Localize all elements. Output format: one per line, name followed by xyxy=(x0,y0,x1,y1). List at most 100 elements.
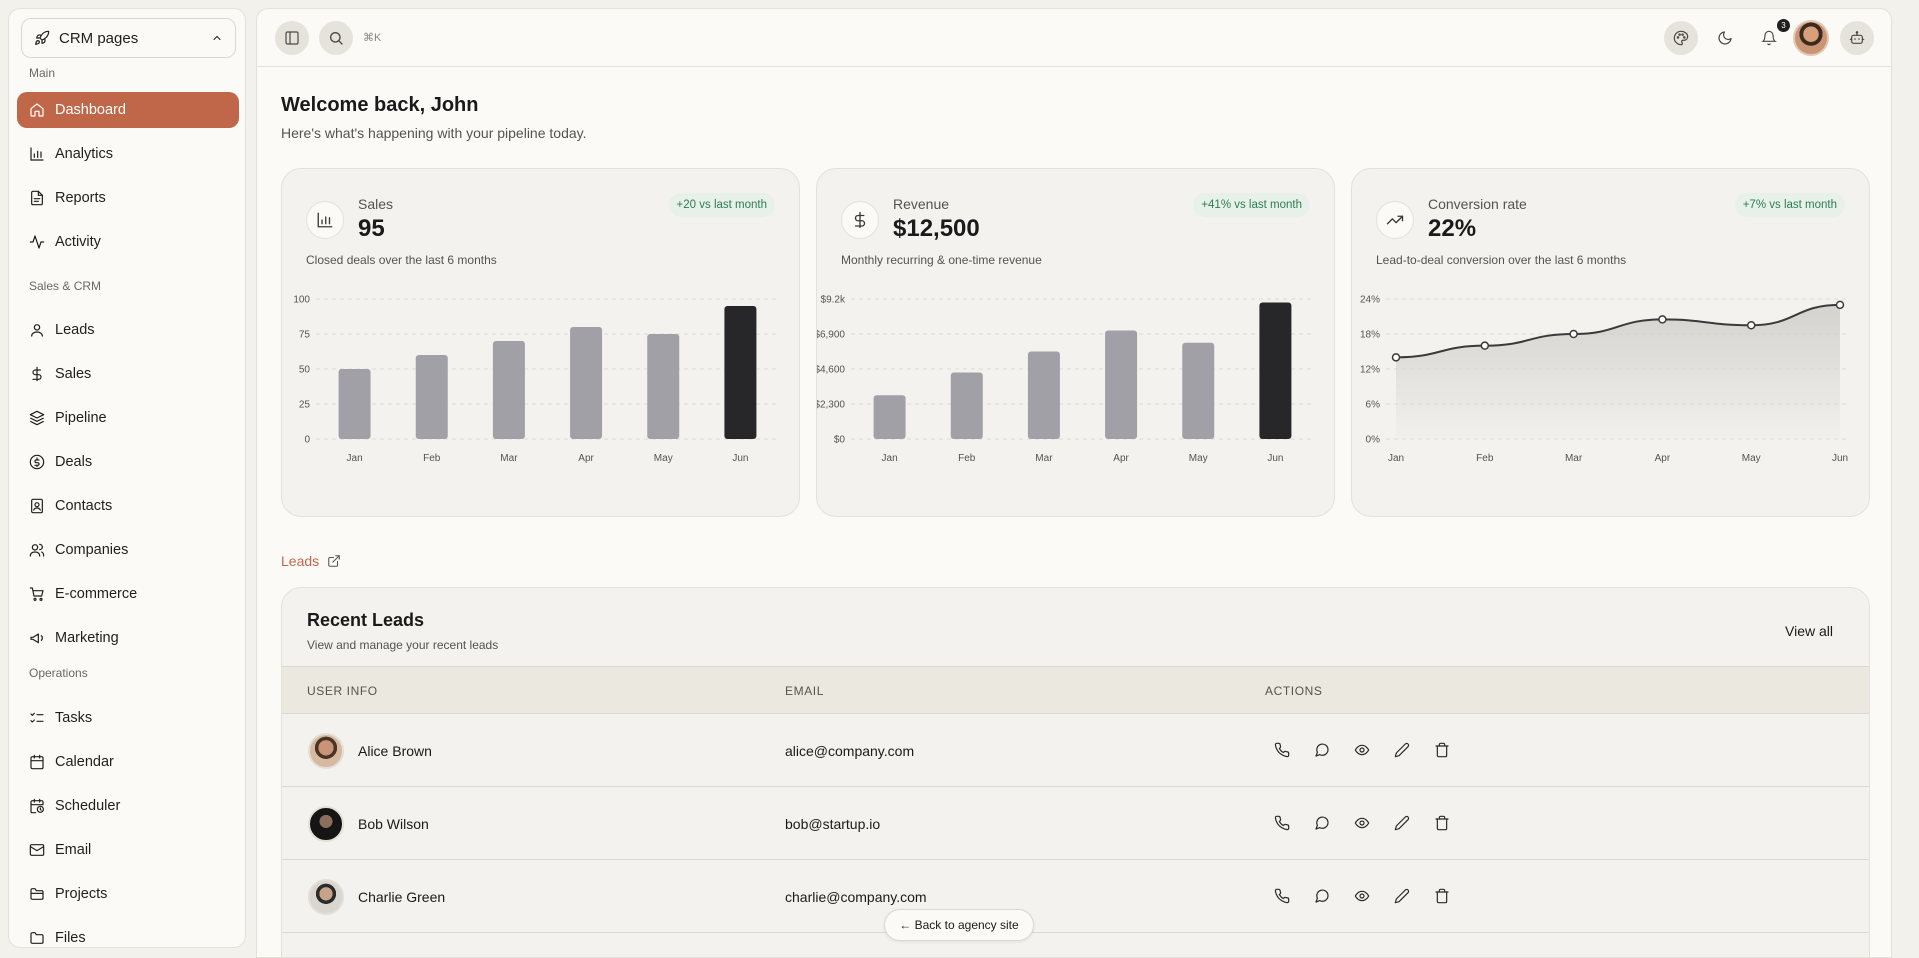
sidebar-item-projects[interactable]: Projects xyxy=(17,876,239,912)
sidebar-item-deals[interactable]: Deals xyxy=(17,444,239,480)
bar-chart-icon xyxy=(30,147,44,161)
bar xyxy=(1182,342,1215,439)
avatar xyxy=(308,733,344,769)
column-header-user-info: USER INFO xyxy=(307,684,378,698)
sidebar-item-label: Scheduler xyxy=(55,798,121,814)
back-to-agency-button[interactable]: ← Back to agency site xyxy=(884,909,1034,941)
call-button[interactable] xyxy=(1272,813,1292,833)
trend-badge: +7% vs last month xyxy=(1734,193,1845,217)
sidebar-item-tasks[interactable]: Tasks xyxy=(17,700,239,736)
lead-email: charlie@company.com xyxy=(785,889,927,905)
table-row[interactable]: Bob Wilson bob@startup.io xyxy=(282,787,1869,860)
card-value: 22% xyxy=(1428,215,1477,242)
sidebar-item-label: Dashboard xyxy=(55,102,126,118)
x-tick-label: Jun xyxy=(732,453,748,464)
leads-link[interactable]: Leads xyxy=(281,553,341,569)
search-button[interactable] xyxy=(319,21,353,55)
lead-email: alice@company.com xyxy=(785,743,915,759)
rocket-icon xyxy=(35,30,50,45)
revenue-bar-chart: $0 $2,300 $4,600 $6,900 $9.2k Jan Feb Mar Apr May… xyxy=(817,295,1314,464)
view-all-link[interactable]: View all xyxy=(1785,623,1833,639)
palette-icon xyxy=(1673,30,1689,46)
y-tick-label: $6,900 xyxy=(817,330,845,341)
mail-icon xyxy=(29,844,45,856)
bar xyxy=(873,395,906,439)
view-button[interactable] xyxy=(1352,813,1372,833)
workspace-switcher[interactable]: CRM pages xyxy=(21,18,236,58)
sidebar-item-companies[interactable]: Companies xyxy=(17,532,239,568)
sidebar-item-label: Sales xyxy=(55,366,92,382)
sidebar-item-label: Marketing xyxy=(55,630,119,646)
delete-button[interactable] xyxy=(1432,740,1452,760)
lead-name: Bob Wilson xyxy=(358,816,429,832)
view-button[interactable] xyxy=(1352,740,1372,760)
sidebar-item-marketing[interactable]: Marketing xyxy=(17,620,239,656)
toggle-sidebar-button[interactable] xyxy=(275,21,309,55)
trash-icon xyxy=(1435,888,1449,904)
message-button[interactable] xyxy=(1312,886,1332,906)
sidebar-item-label: Leads xyxy=(55,322,95,338)
view-button[interactable] xyxy=(1352,886,1372,906)
trash-icon xyxy=(1435,742,1449,758)
pencil-icon xyxy=(1394,815,1410,831)
theme-palette-button[interactable] xyxy=(1664,21,1698,55)
sidebar-item-files[interactable]: Files xyxy=(17,920,239,947)
layers-icon xyxy=(29,410,45,426)
table-header: USER INFO EMAIL ACTIONS xyxy=(282,666,1869,714)
bar xyxy=(492,341,525,439)
call-button[interactable] xyxy=(1272,740,1292,760)
edit-button[interactable] xyxy=(1392,886,1412,906)
sidebar-item-label: Projects xyxy=(55,886,108,902)
call-button[interactable] xyxy=(1272,886,1292,906)
x-tick-label: Mar xyxy=(500,453,518,464)
page-title: Welcome back, John xyxy=(281,94,479,116)
activity-icon xyxy=(29,235,45,249)
table-row[interactable]: Alice Brown alice@company.com xyxy=(282,714,1869,787)
sidebar-item-reports[interactable]: Reports xyxy=(17,180,239,216)
delete-button[interactable] xyxy=(1432,886,1452,906)
delete-button[interactable] xyxy=(1432,813,1452,833)
dark-mode-toggle[interactable] xyxy=(1708,21,1742,55)
sidebar-item-scheduler[interactable]: Scheduler xyxy=(17,788,239,824)
sidebar-item-activity[interactable]: Activity xyxy=(17,224,239,260)
edit-button[interactable] xyxy=(1392,740,1412,760)
sidebar: CRM pages Main Sales & CRM Operations Da… xyxy=(8,8,246,948)
users-icon xyxy=(29,543,45,557)
sidebar-item-analytics[interactable]: Analytics xyxy=(17,136,239,172)
sidebar-item-sales[interactable]: Sales xyxy=(17,356,239,392)
sidebar-item-ecommerce[interactable]: E-commerce xyxy=(17,576,239,612)
y-tick-label: $0 xyxy=(834,435,846,446)
data-point xyxy=(1480,341,1490,350)
edit-button[interactable] xyxy=(1392,813,1412,833)
card-description: Lead-to-deal conversion over the last 6 … xyxy=(1376,253,1627,267)
y-tick-label: 0% xyxy=(1366,435,1381,446)
sidebar-item-leads[interactable]: Leads xyxy=(17,312,239,348)
x-tick-label: Mar xyxy=(1035,453,1053,464)
recent-leads-panel: Recent Leads View and manage your recent… xyxy=(281,587,1870,957)
bot-icon xyxy=(1849,31,1865,44)
sidebar-item-calendar[interactable]: Calendar xyxy=(17,744,239,780)
y-tick-label: 100 xyxy=(293,295,310,306)
x-tick-label: Apr xyxy=(578,453,594,464)
sidebar-item-dashboard[interactable]: Dashboard xyxy=(17,92,239,128)
card-icon-wrap xyxy=(841,201,879,239)
sidebar-item-email[interactable]: Email xyxy=(17,832,239,868)
calendar-icon xyxy=(30,754,44,770)
sidebar-item-label: E-commerce xyxy=(55,586,138,602)
pencil-icon xyxy=(1394,742,1410,758)
top-bar: ⌘K 3 xyxy=(257,9,1891,67)
panel-title: Recent Leads xyxy=(307,610,425,630)
user-avatar[interactable] xyxy=(1793,20,1829,56)
table-row[interactable]: Charlie Green charlie@company.com xyxy=(282,860,1869,933)
card-title: Sales xyxy=(358,196,394,212)
bar xyxy=(570,327,603,439)
message-button[interactable] xyxy=(1312,740,1332,760)
notifications-button[interactable] xyxy=(1752,21,1786,55)
sidebar-item-contacts[interactable]: Contacts xyxy=(17,488,239,524)
bar xyxy=(724,306,757,439)
sidebar-item-pipeline[interactable]: Pipeline xyxy=(17,400,239,436)
message-button[interactable] xyxy=(1312,813,1332,833)
page-subtitle: Here's what's happening with your pipeli… xyxy=(281,125,587,141)
assistant-button[interactable] xyxy=(1840,21,1874,55)
sales-bar-chart: 0 25 50 75 100 Jan Feb Mar Apr May Jun xyxy=(293,295,779,464)
